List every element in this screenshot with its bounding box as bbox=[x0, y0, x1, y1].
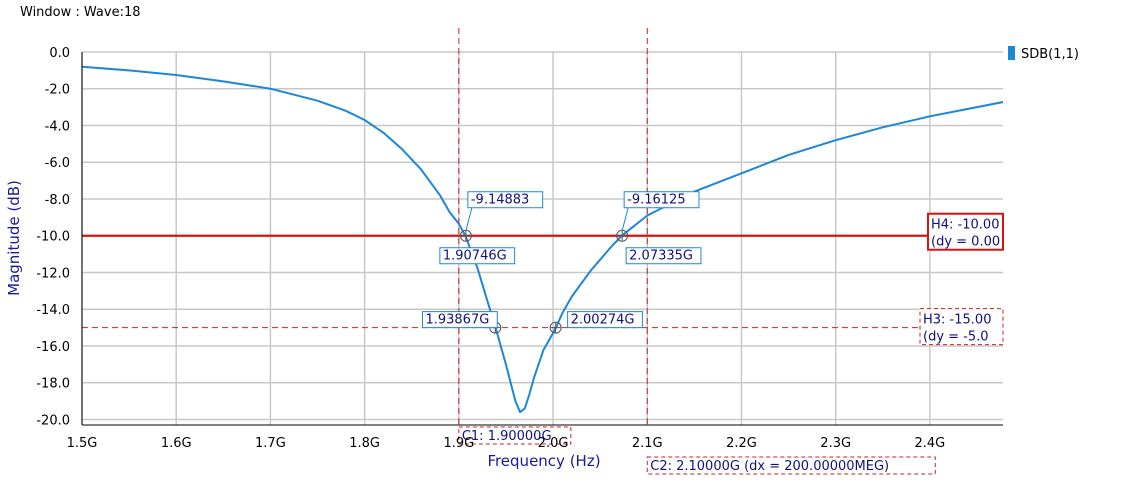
y-tick-label: 0.0 bbox=[49, 46, 70, 61]
legend-swatch[interactable] bbox=[1008, 46, 1015, 60]
x-tick-label: 2.4G bbox=[915, 436, 946, 451]
plot-area[interactable] bbox=[82, 52, 1003, 425]
y-tick-label: -6.0 bbox=[45, 156, 70, 171]
hline-delta-label: (dy = 0.00 bbox=[931, 235, 1000, 250]
hline-label: H4: -10.00 bbox=[931, 218, 999, 233]
marker-x-label: 1.90746G bbox=[443, 249, 507, 264]
x-tick-label: 2.1G bbox=[632, 436, 663, 451]
y-tick-label: -10.0 bbox=[36, 230, 70, 245]
x-tick-label: 1.6G bbox=[161, 436, 192, 451]
x-tick-label: 2.0G bbox=[538, 436, 569, 451]
y-tick-label: -8.0 bbox=[45, 193, 70, 208]
marker-x-label: 2.07335G bbox=[629, 249, 693, 264]
cursor-label: C2: 2.10000G (dx = 200.00000MEG) bbox=[650, 459, 889, 474]
x-tick-label: 1.5G bbox=[67, 436, 98, 451]
y-tick-label: -18.0 bbox=[36, 377, 70, 392]
y-tick-label: -14.0 bbox=[36, 303, 70, 318]
hline-label: H3: -15.00 bbox=[923, 313, 991, 328]
marker-y-label: -9.14883 bbox=[471, 193, 529, 208]
x-tick-label: 2.2G bbox=[726, 436, 757, 451]
y-tick-label: -20.0 bbox=[36, 413, 70, 428]
y-axis-title: Magnitude (dB) bbox=[5, 180, 23, 296]
hline-delta-label: (dy = -5.0 bbox=[923, 330, 989, 345]
x-axis-title: Frequency (Hz) bbox=[487, 452, 600, 470]
x-tick-label: 1.8G bbox=[349, 436, 380, 451]
marker-x-label: 2.00274G bbox=[571, 313, 635, 328]
legend-label[interactable]: SDB(1,1) bbox=[1021, 47, 1079, 62]
x-tick-label: 1.9G bbox=[443, 436, 474, 451]
y-tick-label: -4.0 bbox=[45, 119, 70, 134]
y-tick-label: -16.0 bbox=[36, 340, 70, 355]
y-tick-label: -2.0 bbox=[45, 83, 70, 98]
x-tick-label: 2.3G bbox=[820, 436, 851, 451]
x-tick-label: 1.7G bbox=[255, 436, 286, 451]
marker-y-label: -9.16125 bbox=[627, 193, 685, 208]
y-tick-label: -12.0 bbox=[36, 266, 70, 281]
marker-x-label: 1.93867G bbox=[425, 313, 489, 328]
